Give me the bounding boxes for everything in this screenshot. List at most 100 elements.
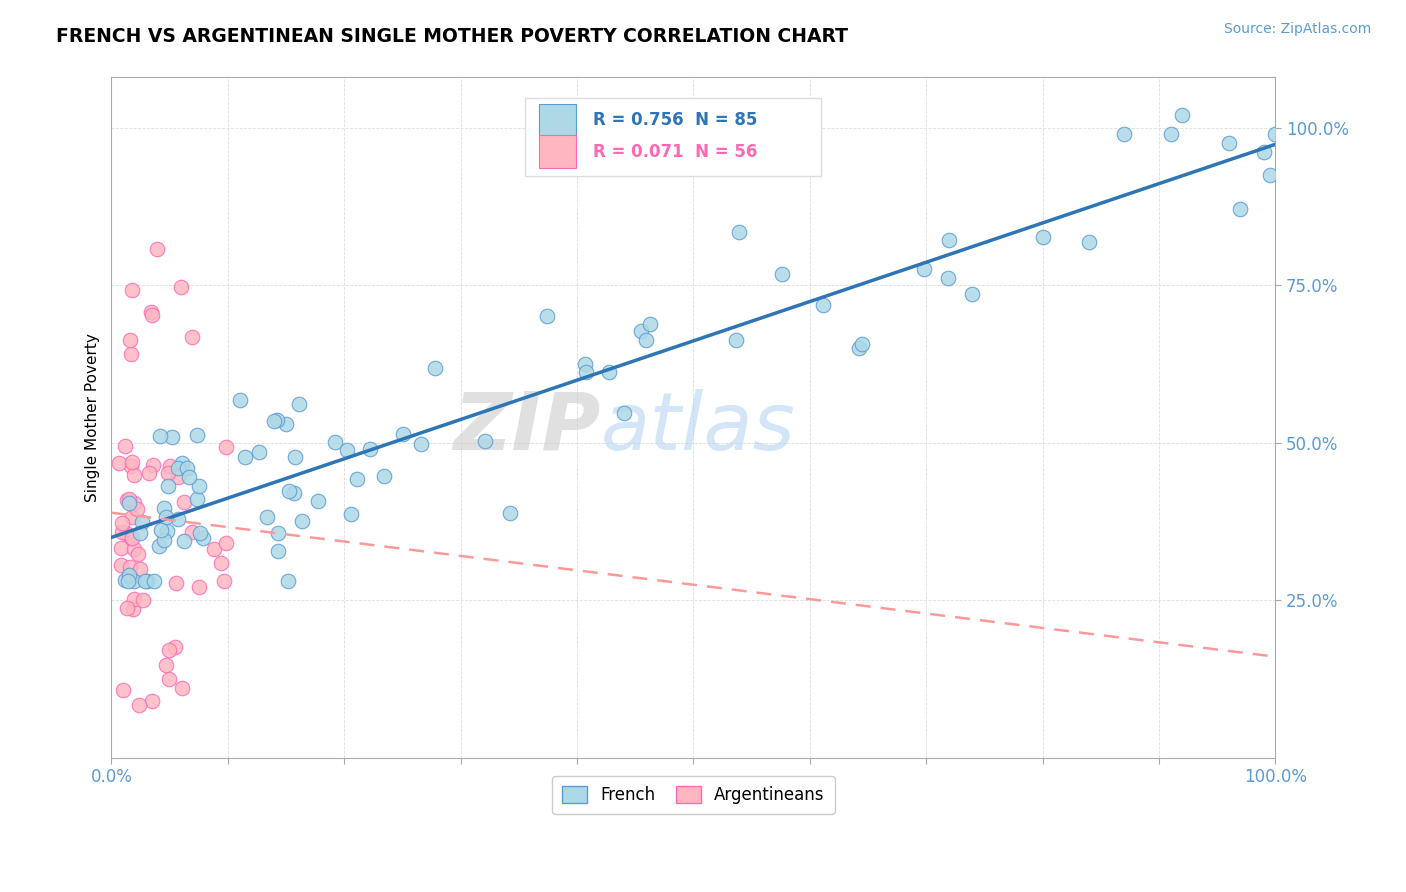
Point — [474, 434, 496, 448]
Point — [173, 495, 195, 509]
Point — [186, 428, 208, 442]
Point — [121, 455, 143, 469]
Point — [190, 525, 212, 540]
Point — [149, 428, 172, 442]
Point — [1078, 235, 1101, 249]
Point — [215, 441, 238, 455]
Point — [156, 479, 179, 493]
Point — [291, 514, 314, 528]
Point — [143, 574, 166, 589]
Point — [266, 413, 288, 427]
Text: R = 0.756  N = 85: R = 0.756 N = 85 — [593, 112, 758, 129]
Point — [118, 491, 141, 506]
Point — [141, 694, 163, 708]
Point — [122, 591, 145, 606]
Point — [263, 414, 285, 428]
Point — [323, 434, 346, 449]
Point — [152, 500, 174, 515]
Point — [256, 510, 278, 524]
Point — [267, 525, 290, 540]
Point — [186, 492, 208, 507]
Point — [392, 427, 415, 442]
Point — [121, 531, 143, 545]
Point — [215, 536, 238, 550]
Point — [938, 233, 960, 247]
Point — [118, 568, 141, 582]
Point — [131, 515, 153, 529]
Point — [120, 347, 142, 361]
Point — [125, 502, 148, 516]
Point — [336, 443, 359, 458]
Point — [107, 456, 129, 470]
Point — [115, 526, 138, 541]
Point — [188, 581, 211, 595]
Point — [277, 484, 299, 499]
Point — [134, 574, 156, 589]
Point — [173, 534, 195, 549]
Point — [129, 525, 152, 540]
Point — [170, 681, 193, 695]
Point — [138, 467, 160, 481]
Point — [247, 445, 270, 459]
Point — [157, 672, 180, 686]
Point — [157, 642, 180, 657]
Point — [177, 470, 200, 484]
Point — [122, 602, 145, 616]
Point — [1229, 202, 1251, 216]
Point — [128, 698, 150, 712]
Point — [233, 450, 256, 464]
Point — [277, 574, 299, 589]
Point — [1258, 169, 1281, 183]
Point — [813, 298, 835, 312]
Point — [120, 531, 142, 545]
Point — [1112, 127, 1135, 141]
Point — [122, 496, 145, 510]
Point — [150, 523, 173, 537]
Point — [122, 541, 145, 556]
Point — [770, 268, 793, 282]
Point — [163, 640, 186, 654]
Text: atlas: atlas — [600, 389, 794, 467]
Point — [284, 450, 307, 465]
Point — [409, 436, 432, 450]
Point — [340, 508, 363, 522]
Point — [181, 524, 204, 539]
Point — [170, 456, 193, 470]
Point — [170, 279, 193, 293]
Text: FRENCH VS ARGENTINEAN SINGLE MOTHER POVERTY CORRELATION CHART: FRENCH VS ARGENTINEAN SINGLE MOTHER POVE… — [56, 27, 848, 45]
Point — [613, 406, 636, 420]
Point — [141, 305, 163, 319]
Point — [187, 478, 209, 492]
Point — [373, 469, 395, 483]
Point — [118, 496, 141, 510]
Point — [118, 560, 141, 574]
Y-axis label: Single Mother Poverty: Single Mother Poverty — [86, 333, 100, 502]
Text: R = 0.071  N = 56: R = 0.071 N = 56 — [593, 143, 758, 161]
Point — [728, 225, 751, 239]
Point — [156, 466, 179, 480]
Point — [191, 532, 214, 546]
Point — [146, 242, 169, 256]
Point — [536, 310, 558, 324]
Text: Source: ZipAtlas.com: Source: ZipAtlas.com — [1223, 22, 1371, 37]
Point — [423, 360, 446, 375]
Point — [229, 392, 252, 407]
Point — [359, 442, 381, 456]
Point — [115, 601, 138, 615]
Point — [124, 467, 146, 482]
Point — [1171, 108, 1194, 122]
Point — [181, 330, 204, 344]
Point — [117, 492, 139, 507]
Point — [135, 574, 157, 589]
Point — [167, 461, 190, 475]
Point — [936, 270, 959, 285]
Point — [120, 571, 142, 585]
Point — [111, 525, 134, 540]
Point — [307, 493, 329, 508]
Point — [110, 558, 132, 572]
Point — [155, 657, 177, 672]
Point — [346, 472, 368, 486]
Point — [155, 510, 177, 524]
Point — [1253, 145, 1275, 159]
Point — [148, 539, 170, 553]
